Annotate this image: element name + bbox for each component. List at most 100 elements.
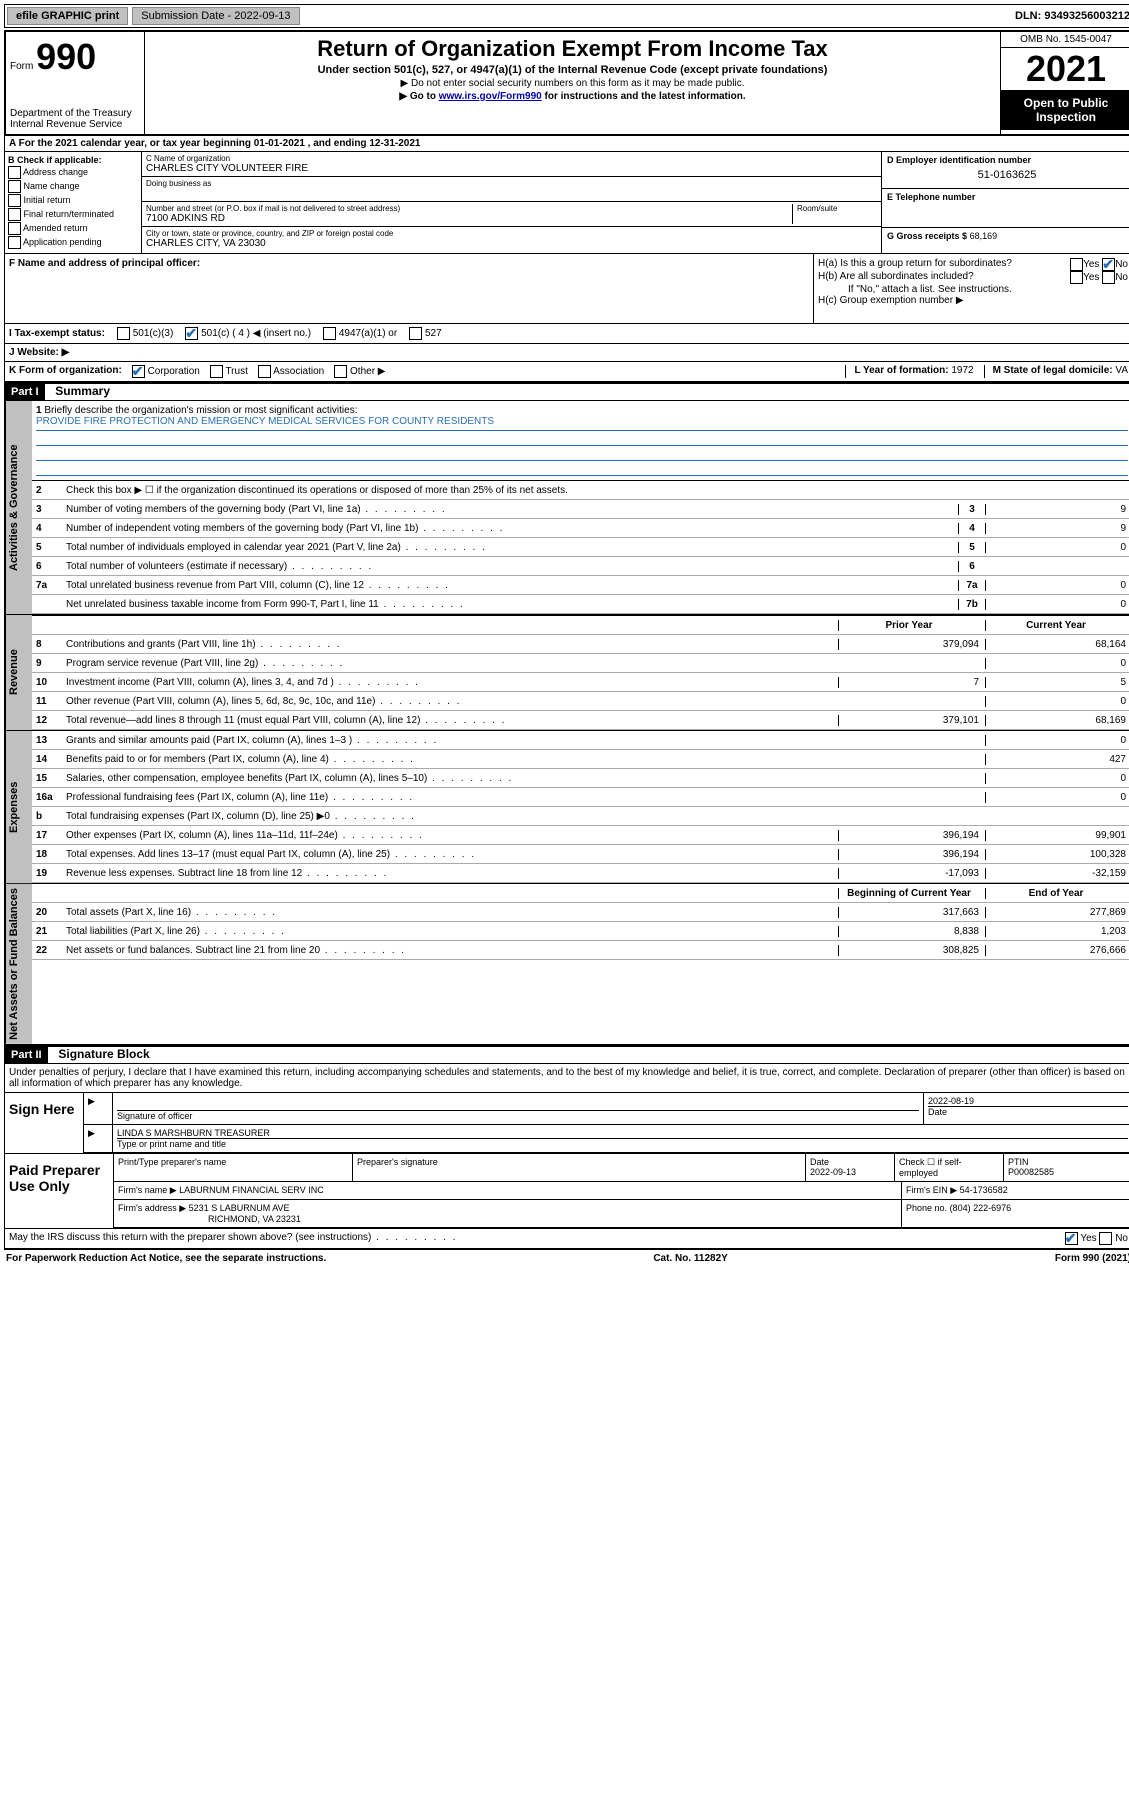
summary-line: 19Revenue less expenses. Subtract line 1… [32, 864, 1129, 883]
hb-no[interactable] [1102, 271, 1115, 284]
hdr-end: End of Year [985, 888, 1129, 899]
form-header-center: Return of Organization Exempt From Incom… [145, 32, 1000, 134]
block-bcdeg: B Check if applicable: Address change Na… [4, 152, 1129, 254]
block-deg: D Employer identification number 51-0163… [881, 152, 1129, 253]
chk-other[interactable] [334, 365, 347, 378]
summary-line: 21Total liabilities (Part X, line 26)8,8… [32, 922, 1129, 941]
officer-label: F Name and address of principal officer: [9, 258, 200, 269]
footer: For Paperwork Reduction Act Notice, see … [4, 1250, 1129, 1267]
street-address: 7100 ADKINS RD [146, 213, 792, 224]
form-number: 990 [36, 36, 96, 77]
form-note-2: ▶ Go to www.irs.gov/Form990 for instruct… [149, 91, 996, 102]
chk-name-change[interactable]: Name change [8, 180, 138, 193]
ha-yes[interactable] [1070, 258, 1083, 271]
org-name-label: C Name of organization [146, 154, 877, 163]
tax-year: 2021 [1001, 48, 1129, 90]
ha-no[interactable] [1102, 258, 1115, 271]
summary-line: 18Total expenses. Add lines 13–17 (must … [32, 845, 1129, 864]
hb-yes[interactable] [1070, 271, 1083, 284]
hdr-current: Current Year [985, 620, 1129, 631]
summary-expenses: Expenses 13Grants and similar amounts pa… [4, 731, 1129, 884]
department: Department of the Treasury Internal Reve… [10, 108, 140, 130]
chk-501c[interactable] [185, 327, 198, 340]
chk-527[interactable] [409, 327, 422, 340]
block-h: H(a) Is this a group return for subordin… [813, 254, 1129, 323]
phone-label: E Telephone number [887, 192, 975, 202]
may-irs-no[interactable] [1099, 1232, 1112, 1245]
note2-pre: ▶ Go to [399, 91, 438, 102]
side-expenses: Expenses [5, 731, 32, 883]
efile-print-button[interactable]: efile GRAPHIC print [7, 7, 128, 25]
firm-ein-lbl: Firm's EIN ▶ [906, 1185, 957, 1195]
summary-line: 17Other expenses (Part IX, column (A), l… [32, 826, 1129, 845]
hc-label: H(c) Group exemption number ▶ [818, 295, 1128, 306]
submission-date: Submission Date - 2022-09-13 [132, 7, 299, 25]
addr-label: Number and street (or P.O. box if mail i… [146, 204, 792, 213]
hb-label: H(b) Are all subordinates included? [818, 271, 974, 284]
summary-line: 9Program service revenue (Part VIII, lin… [32, 654, 1129, 673]
mission-text: PROVIDE FIRE PROTECTION AND EMERGENCY ME… [36, 416, 1128, 431]
section-a: A For the 2021 calendar year, or tax yea… [4, 136, 1129, 152]
penalty-text: Under penalties of perjury, I declare th… [5, 1064, 1129, 1092]
name-title-label: Type or print name and title [117, 1138, 1128, 1149]
officer-name: LINDA S MARSHBURN TREASURER [117, 1128, 1128, 1138]
summary-line: 14Benefits paid to or for members (Part … [32, 750, 1129, 769]
chk-amended-return[interactable]: Amended return [8, 222, 138, 235]
block-c: C Name of organization CHARLES CITY VOLU… [142, 152, 881, 253]
ptin-hdr: PTIN [1008, 1157, 1029, 1167]
summary-line: 5Total number of individuals employed in… [32, 538, 1129, 557]
chk-corporation[interactable] [132, 365, 145, 378]
hb-note: If "No," attach a list. See instructions… [818, 284, 1128, 295]
footer-left: For Paperwork Reduction Act Notice, see … [6, 1253, 326, 1264]
dln: DLN: 93493256003212 [1015, 10, 1129, 22]
date-label: Date [928, 1106, 1128, 1117]
l-label: L Year of formation: [854, 365, 948, 376]
form990-link[interactable]: www.irs.gov/Form990 [439, 91, 542, 102]
chk-final-return[interactable]: Final return/terminated [8, 208, 138, 221]
firm-ein: 54-1736582 [960, 1185, 1008, 1195]
summary-line: 12Total revenue—add lines 8 through 11 (… [32, 711, 1129, 730]
summary-revenue: Revenue Prior Year Current Year 8Contrib… [4, 615, 1129, 731]
ha-label: H(a) Is this a group return for subordin… [818, 258, 1012, 271]
prep-date: 2022-09-13 [810, 1167, 856, 1177]
k-label: K Form of organization: [9, 365, 122, 378]
sign-date: 2022-08-19 [928, 1096, 1128, 1106]
chk-address-change[interactable]: Address change [8, 166, 138, 179]
part1-header: Part I [5, 384, 45, 400]
firm-addr2: RICHMOND, VA 23231 [118, 1214, 301, 1224]
ein-label: D Employer identification number [887, 155, 1031, 165]
summary-line: 13Grants and similar amounts paid (Part … [32, 731, 1129, 750]
block-b-title: B Check if applicable: [8, 155, 102, 165]
open-inspection: Open to Public Inspection [1001, 90, 1129, 130]
city-state-zip: CHARLES CITY, VA 23030 [146, 238, 877, 249]
firm-phone: (804) 222-6976 [950, 1203, 1012, 1213]
summary-line: 6Total number of volunteers (estimate if… [32, 557, 1129, 576]
paid-preparer-label: Paid Preparer Use Only [5, 1154, 114, 1228]
chk-501c3[interactable] [117, 327, 130, 340]
chk-application-pending[interactable]: Application pending [8, 236, 138, 249]
sign-arrow-icon: ▶ [88, 1096, 95, 1106]
chk-association[interactable] [258, 365, 271, 378]
summary-line: 7aTotal unrelated business revenue from … [32, 576, 1129, 595]
chk-trust[interactable] [210, 365, 223, 378]
hdr-prior: Prior Year [838, 620, 985, 631]
firm-addr1: 5231 S LABURNUM AVE [189, 1203, 290, 1213]
prep-sig-hdr: Preparer's signature [353, 1154, 806, 1181]
summary-line: Net unrelated business taxable income fr… [32, 595, 1129, 614]
footer-mid: Cat. No. 11282Y [653, 1253, 727, 1264]
summary-line: 4Number of independent voting members of… [32, 519, 1129, 538]
summary-line: 20Total assets (Part X, line 16)317,6632… [32, 903, 1129, 922]
chk-4947[interactable] [323, 327, 336, 340]
q2-label: Check this box ▶ ☐ if the organization d… [62, 483, 1129, 498]
summary-line: 11Other revenue (Part VIII, column (A), … [32, 692, 1129, 711]
chk-initial-return[interactable]: Initial return [8, 194, 138, 207]
block-j: J Website: ▶ [4, 344, 1129, 362]
firm-name: LABURNUM FINANCIAL SERV INC [179, 1185, 324, 1195]
may-irs-yes[interactable] [1065, 1232, 1078, 1245]
prep-name-hdr: Print/Type preparer's name [114, 1154, 353, 1181]
part2-title: Signature Block [58, 1047, 149, 1061]
m-label: M State of legal domicile: [993, 365, 1113, 376]
summary-line: bTotal fundraising expenses (Part IX, co… [32, 807, 1129, 826]
self-employed-chk[interactable]: Check ☐ if self-employed [895, 1154, 1004, 1181]
summary-line: 15Salaries, other compensation, employee… [32, 769, 1129, 788]
